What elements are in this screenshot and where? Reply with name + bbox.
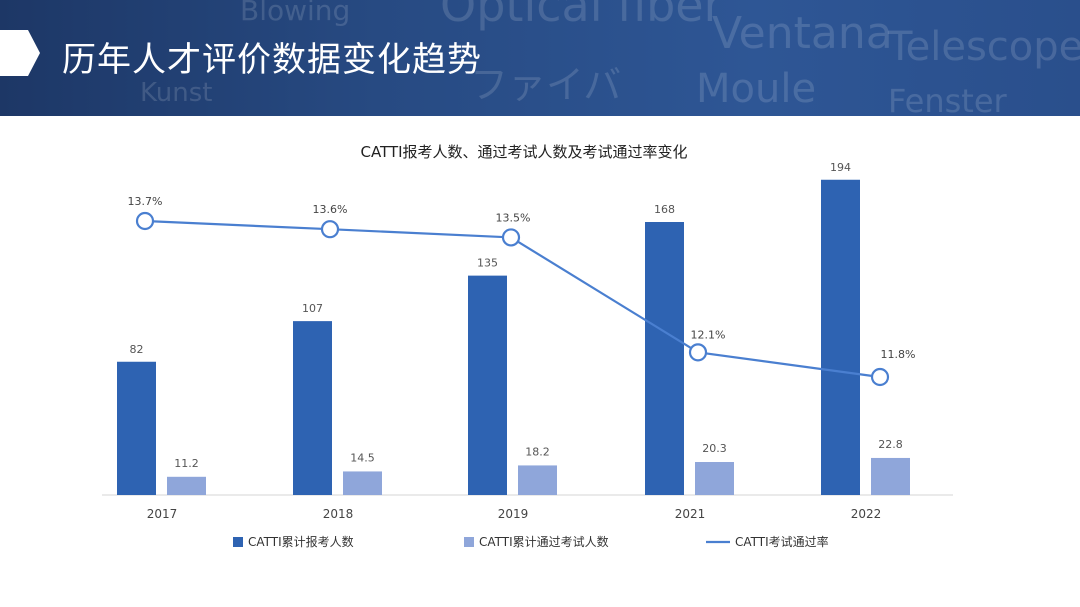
line-point-2019: [501, 228, 521, 247]
line-point-2017: [135, 211, 155, 231]
x-tick-label-2018: 2018: [323, 507, 354, 521]
bar-total-label-2019: 135: [477, 257, 498, 270]
title-accent-marker: [0, 30, 40, 76]
bar-passed-label-2022: 22.8: [878, 438, 903, 451]
line-label-2022: 11.8%: [881, 348, 916, 361]
line-label-2019: 13.5%: [496, 211, 531, 224]
bar-passed-2018: [343, 471, 382, 495]
background-word: Optical fiber: [440, 0, 723, 32]
background-word: Telescope: [888, 24, 1080, 70]
line-point-2021: [688, 343, 708, 362]
background-word: Moule: [696, 66, 817, 112]
chart: CATTI报考人数、通过考试人数及考试通过率变化 82 11.2 2017 107 14…: [102, 143, 953, 549]
bar-passed-label-2018: 14.5: [350, 451, 375, 464]
background-word: Kunst: [140, 78, 213, 108]
legend-label-total: CATTI累计报考人数: [248, 534, 354, 549]
legend-swatch-total: [233, 537, 243, 547]
bar-total-2017: [117, 361, 156, 495]
x-tick-label-2022: 2022: [851, 507, 882, 521]
background-word: Fenster: [888, 82, 1007, 116]
bar-total-label-2021: 168: [654, 203, 675, 216]
background-word: Blowing: [240, 0, 351, 27]
line-label-2018: 13.6%: [313, 203, 348, 216]
line-point-2018: [320, 220, 340, 239]
bar-total-2022: [821, 179, 860, 495]
page-title: 历年人才评价数据变化趋势: [62, 40, 482, 80]
chart-title: CATTI报考人数、通过考试人数及考试通过率变化: [360, 143, 687, 161]
legend-label-rate: CATTI考试通过率: [735, 534, 829, 549]
bar-passed-2021: [695, 462, 734, 495]
background-word: ファイバ: [470, 63, 622, 107]
header-banner: Optical fiber Ventana Telescope Moule Fe…: [0, 0, 1080, 116]
bar-passed-2019: [518, 465, 557, 495]
chart-legend: CATTI累计报考人数 CATTI累计通过考试人数 CATTI考试通过率: [233, 534, 829, 549]
bar-total-2019: [468, 275, 507, 495]
bar-total-2021: [645, 222, 684, 495]
background-word: Ventana: [712, 8, 893, 59]
bar-passed-label-2021: 20.3: [702, 442, 727, 455]
legend-label-passed: CATTI累计通过考试人数: [479, 534, 609, 549]
bar-passed-label-2017: 11.2: [174, 457, 199, 470]
line-point-2022: [870, 367, 890, 387]
bar-passed-label-2019: 18.2: [525, 445, 550, 458]
bar-total-2018: [293, 321, 332, 495]
x-tick-label-2017: 2017: [147, 507, 178, 521]
line-label-2017: 13.7%: [128, 195, 163, 208]
bar-total-label-2017: 82: [130, 343, 144, 356]
legend-swatch-passed: [464, 537, 474, 547]
x-tick-label-2021: 2021: [675, 507, 706, 521]
bar-passed-2022: [871, 457, 910, 495]
x-tick-label-2019: 2019: [498, 507, 529, 521]
bar-total-label-2018: 107: [302, 302, 323, 315]
bar-total-label-2022: 194: [830, 161, 851, 174]
bar-passed-2017: [167, 476, 206, 495]
line-label-2021: 12.1%: [691, 328, 726, 341]
